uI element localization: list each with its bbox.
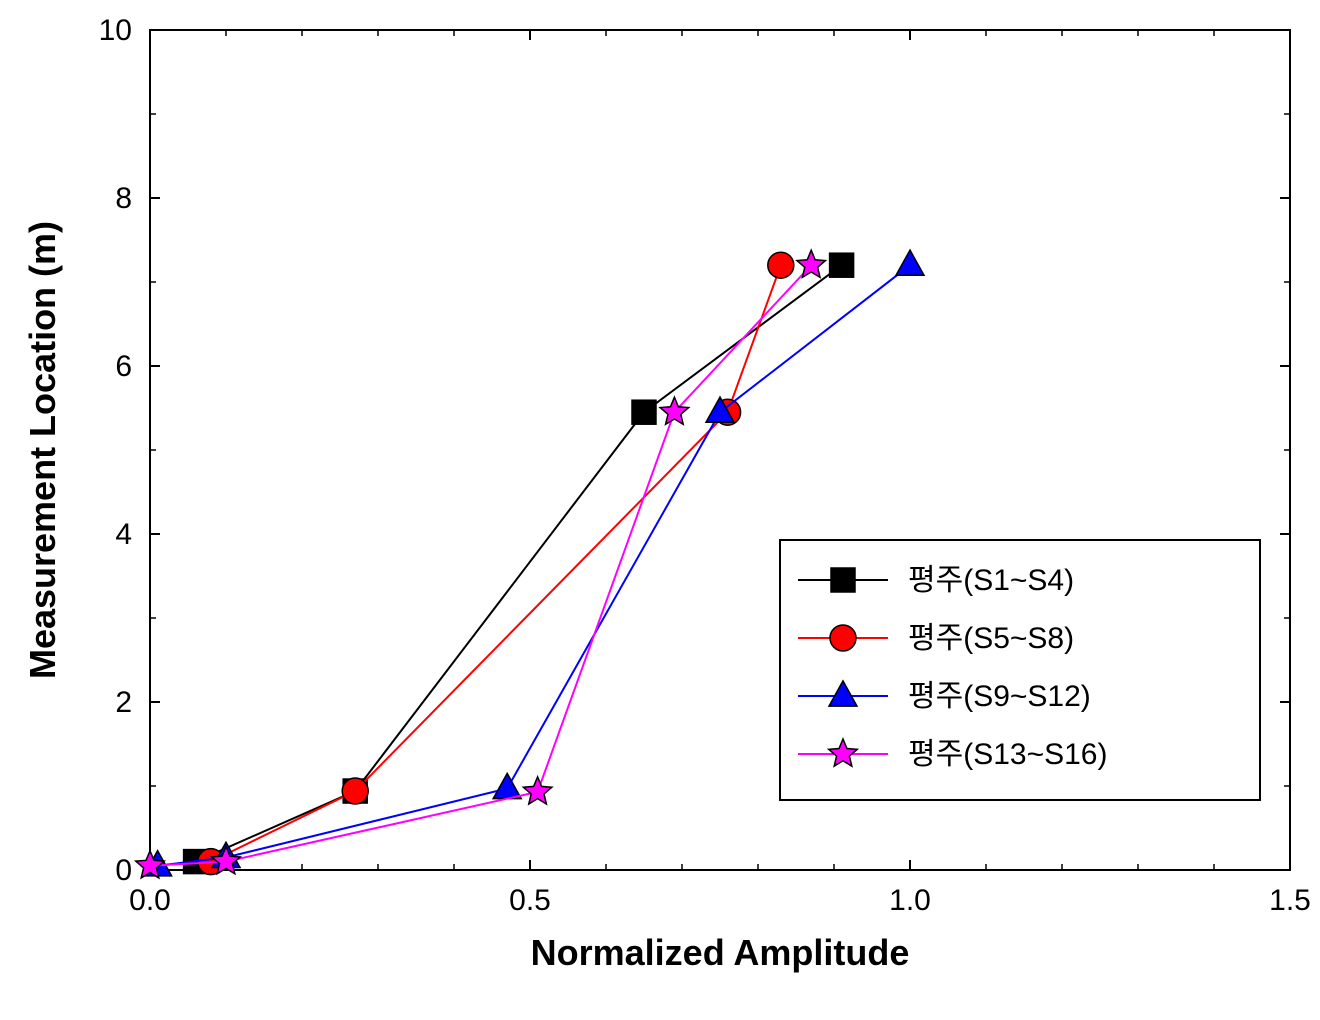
circle-marker-icon: [342, 778, 368, 804]
legend-label: 평주(S1~S4): [908, 564, 1074, 597]
triangle-marker-icon: [493, 773, 521, 798]
x-axis-label: Normalized Amplitude: [531, 932, 910, 973]
legend-label: 평주(S5~S8): [908, 622, 1074, 655]
legend-label: 평주(S13~S16): [908, 738, 1107, 771]
x-tick-label: 1.0: [889, 884, 931, 917]
star-marker-icon: [523, 777, 552, 804]
circle-marker-icon: [830, 625, 856, 651]
y-tick-label: 2: [115, 686, 132, 719]
line-chart: 0.0 0.5 1.0 1.5 0 2 4 6 8 10 Normalized Amplitude M…: [0, 0, 1320, 1020]
square-marker-icon: [632, 400, 656, 424]
x-tick-label: 0.0: [129, 884, 171, 917]
y-tick-label: 6: [115, 350, 132, 383]
legend: 평주(S1~S4) 평주(S5~S8) 평주(S9~S12) 평주(S13~S16): [780, 540, 1260, 800]
square-marker-icon: [830, 253, 854, 277]
x-tick-label: 0.5: [509, 884, 551, 917]
series-line: [150, 265, 811, 866]
star-marker-icon: [797, 250, 826, 277]
series: [198, 252, 794, 874]
y-tick-label: 0: [115, 854, 132, 887]
y-axis-label: Measurement Location (m): [22, 221, 63, 679]
x-tick-label: 1.5: [1269, 884, 1311, 917]
chart-container: 0.0 0.5 1.0 1.5 0 2 4 6 8 10 Normalized Amplitude M…: [0, 0, 1320, 1020]
series-line: [196, 265, 842, 861]
square-marker-icon: [831, 568, 855, 592]
triangle-marker-icon: [896, 250, 924, 275]
series: [184, 253, 854, 873]
y-tick-label: 8: [115, 182, 132, 215]
legend-label: 평주(S9~S12): [908, 680, 1091, 713]
series-line: [211, 265, 781, 861]
y-tick-label: 10: [99, 14, 132, 47]
series: [136, 250, 826, 878]
y-tick-label: 4: [115, 518, 132, 551]
circle-marker-icon: [768, 252, 794, 278]
